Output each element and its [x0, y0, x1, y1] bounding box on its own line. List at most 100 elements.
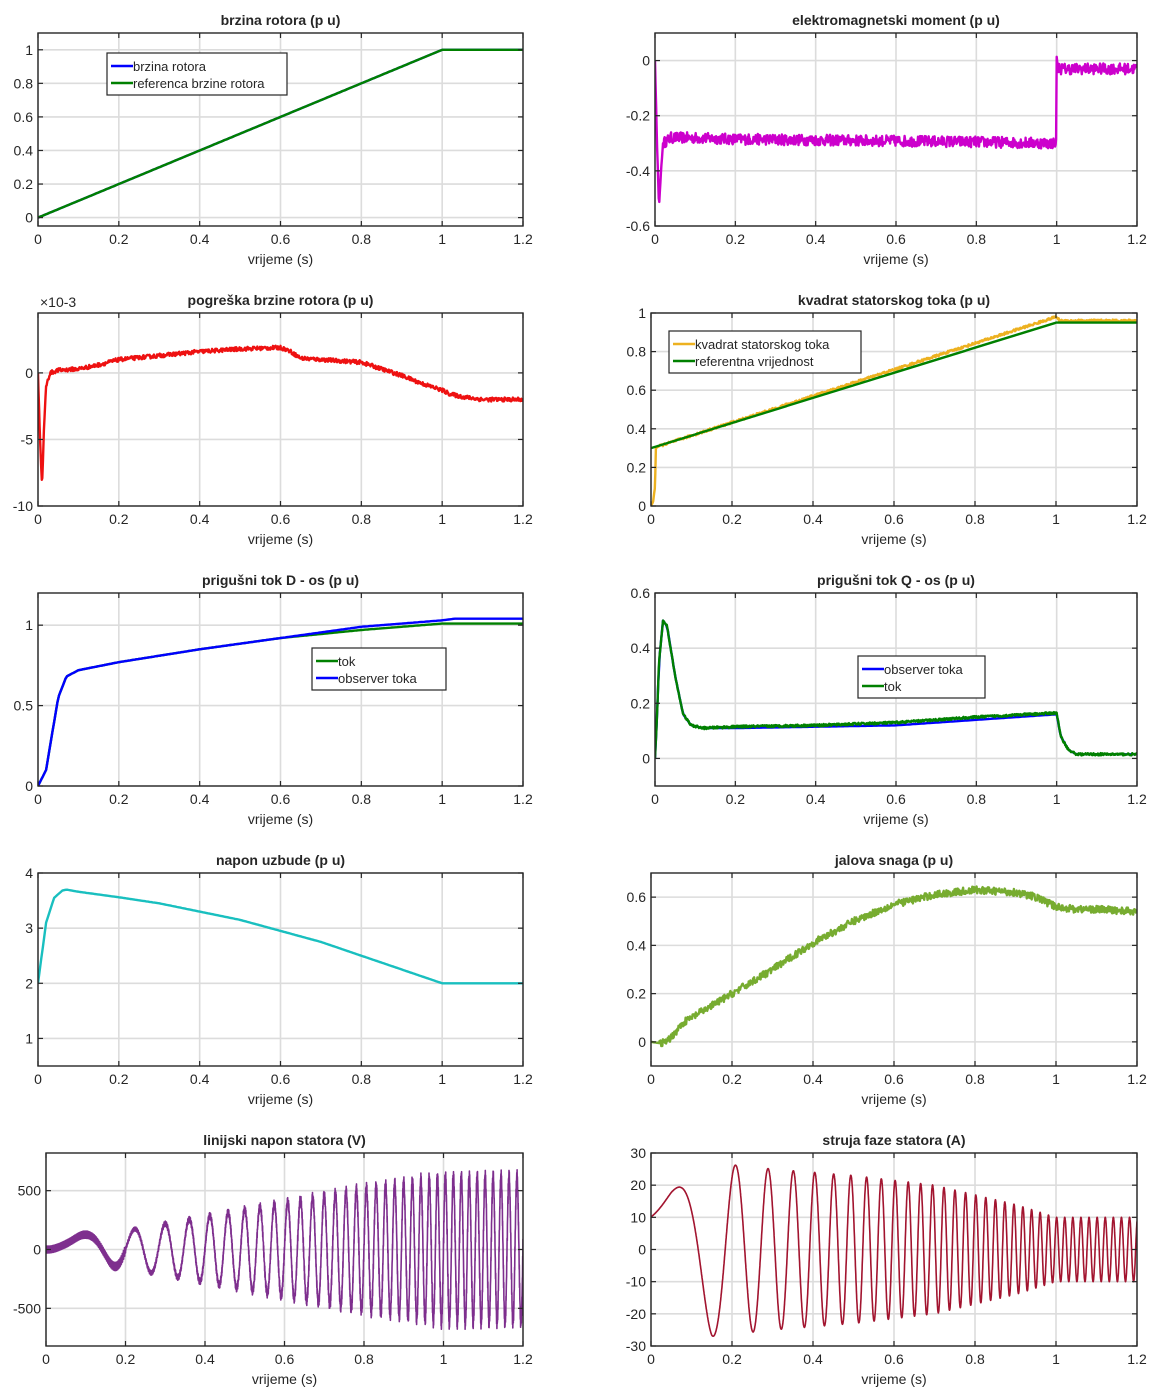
x-tick-label: 1	[438, 791, 446, 807]
x-tick-label: 0.2	[109, 1071, 129, 1087]
y-tick-label: 0	[638, 1034, 646, 1050]
x-tick-label: 0.8	[352, 791, 372, 807]
legend-box	[106, 52, 288, 96]
y-tick-label: 0.4	[627, 421, 647, 437]
y-tick-label: 0.6	[627, 382, 647, 398]
x-tick-label: 0	[647, 1071, 655, 1087]
x-tick-label: 0.4	[803, 1351, 823, 1367]
x-tick-label: 0.4	[190, 231, 210, 247]
y-tick-label: 0.5	[14, 698, 34, 714]
series-group	[655, 619, 1137, 759]
x-tick-label: 0	[651, 231, 659, 247]
x-axis-label: vrijeme (s)	[861, 531, 926, 547]
chart-title: elektromagnetski moment (p u)	[792, 12, 1000, 28]
legend-entry: referenca brzine rotora	[133, 76, 265, 91]
x-axis-label: vrijeme (s)	[863, 251, 928, 267]
legend: observer toka tok	[857, 655, 986, 699]
series-group	[38, 888, 523, 985]
x-tick-label: 0	[34, 791, 42, 807]
chart-title: jalova snaga (p u)	[834, 852, 953, 868]
x-tick-label: 0.4	[806, 791, 826, 807]
x-tick-label: 1.2	[513, 231, 533, 247]
x-tick-label: 0.6	[884, 511, 904, 527]
x-tick-label: 1	[438, 1071, 446, 1087]
x-tick-label: 0.6	[271, 231, 291, 247]
x-tick-label: 1	[1052, 1351, 1060, 1367]
y-tick-label: 0.8	[14, 75, 34, 91]
x-axis-label: vrijeme (s)	[248, 251, 313, 267]
x-tick-label: 0.2	[722, 1351, 742, 1367]
chart-panel-4: 0 0.2 0.4 0.6 0.8 1 1.2 0 0.2 0.4 0.6 0.8 1 kvadrat s…	[627, 292, 1147, 547]
y-tick-label: -10	[626, 1274, 646, 1290]
x-axis-label: vrijeme (s)	[861, 1371, 926, 1387]
y-tick-label: 0	[642, 53, 650, 69]
x-tick-label: 1.2	[1127, 231, 1147, 247]
x-axis-label: vrijeme (s)	[252, 1371, 317, 1387]
legend: tok observer toka	[311, 647, 447, 691]
series-line-1	[38, 344, 523, 481]
x-tick-label: 0.8	[354, 1351, 374, 1367]
x-tick-label: 0.4	[803, 511, 823, 527]
chart-panel-10: 0 0.2 0.4 0.6 0.8 1 1.2 -30 -20 -10 0 10 20 30 struja …	[626, 1132, 1147, 1387]
legend-box	[311, 647, 447, 691]
x-tick-label: 0.4	[190, 791, 210, 807]
y-tick-label: 0.4	[14, 142, 34, 158]
x-tick-label: 0.4	[806, 231, 826, 247]
x-tick-label: 1	[1052, 1071, 1060, 1087]
y-tick-label: 10	[630, 1209, 646, 1225]
chart-panel-6: 0 0.2 0.4 0.6 0.8 1 1.2 0 0.2 0.4 0.6 prigušni tok …	[631, 572, 1147, 827]
x-tick-label: 0.6	[275, 1351, 295, 1367]
legend-entry: observer toka	[884, 662, 964, 677]
series-line-1	[38, 888, 523, 985]
y-tick-label: 0.2	[14, 176, 34, 192]
x-tick-label: 0.6	[271, 511, 291, 527]
y-tick-label: -0.6	[626, 218, 650, 234]
x-tick-label: 0.6	[886, 791, 906, 807]
y-tick-label: -0.4	[626, 163, 650, 179]
chart-panel-2: 0 0.2 0.4 0.6 0.8 1 1.2 -0.6 -0.4 -0.2 0 elektromag…	[626, 12, 1147, 267]
x-tick-label: 1.2	[1127, 1071, 1147, 1087]
x-tick-label: 1	[438, 231, 446, 247]
series-line-1	[651, 1164, 1137, 1337]
series-group	[46, 1169, 523, 1330]
y-tick-label: 0.4	[627, 937, 647, 953]
y-tick-label: 0	[638, 498, 646, 514]
y-tick-label: 0.2	[627, 986, 647, 1002]
x-tick-label: 0.4	[190, 1071, 210, 1087]
y-tick-label: 0.2	[627, 459, 647, 475]
series-group	[655, 55, 1137, 204]
x-tick-label: 1	[1052, 511, 1060, 527]
chart-title: linijski napon statora (V)	[203, 1132, 366, 1148]
chart-title: napon uzbude (p u)	[216, 852, 345, 868]
x-tick-label: 0	[647, 1351, 655, 1367]
chart-panel-3: 0 0.2 0.4 0.6 0.8 1 1.2 -10 -5 0 ×10-3 pogreška brz…	[13, 292, 533, 547]
legend-box	[668, 330, 862, 374]
y-tick-label: -500	[13, 1300, 41, 1316]
x-tick-label: 1	[440, 1351, 448, 1367]
y-tick-label: 0.2	[631, 695, 651, 711]
x-tick-label: 1	[1053, 791, 1061, 807]
x-tick-label: 0.2	[109, 791, 129, 807]
chart-panel-9: 0 0.2 0.4 0.6 0.8 1 1.2 -500 0 500 linijski napon …	[13, 1132, 533, 1387]
x-tick-label: 1.2	[513, 511, 533, 527]
x-axis-label: vrijeme (s)	[248, 811, 313, 827]
y-tick-label: 1	[638, 305, 646, 321]
y-tick-label: 1	[25, 1030, 33, 1046]
series-group	[38, 344, 523, 481]
y-tick-label: 0	[33, 1242, 41, 1258]
x-tick-label: 1.2	[1127, 511, 1147, 527]
y-tick-label: 3	[25, 920, 33, 936]
y-tick-label: 2	[25, 975, 33, 991]
x-axis-label: vrijeme (s)	[248, 531, 313, 547]
series-group	[38, 617, 523, 786]
x-tick-label: 0	[647, 511, 655, 527]
x-tick-label: 1.2	[1127, 791, 1147, 807]
y-tick-label: 0	[638, 1242, 646, 1258]
x-tick-label: 0.2	[722, 511, 742, 527]
series-group	[651, 885, 1137, 1048]
legend-entry: brzina rotora	[133, 59, 207, 74]
x-tick-label: 0.4	[803, 1071, 823, 1087]
x-tick-label: 0.8	[352, 1071, 372, 1087]
y-tick-label: 1	[25, 42, 33, 58]
x-tick-label: 0.2	[726, 231, 746, 247]
